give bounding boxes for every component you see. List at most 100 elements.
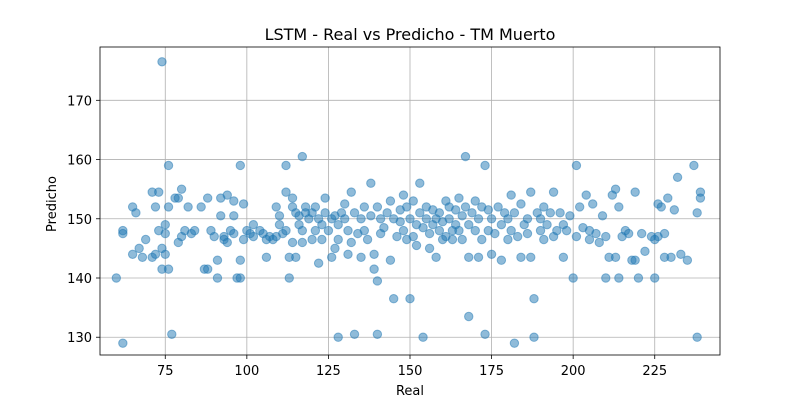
data-point (212, 273, 223, 283)
data-point (310, 202, 321, 212)
data-point (610, 184, 621, 194)
x-tick-label: 75 (157, 364, 174, 379)
data-point (160, 228, 170, 239)
data-point (183, 202, 193, 212)
data-point (235, 160, 246, 171)
data-point (692, 208, 702, 218)
data-point (131, 208, 141, 218)
data-point (372, 202, 383, 212)
data-point (300, 202, 311, 212)
y-tick-label: 150 (67, 213, 92, 228)
data-point (663, 193, 673, 203)
data-point (656, 202, 666, 212)
data-point (274, 219, 285, 230)
x-axis-label: Real (396, 384, 424, 399)
data-point (470, 225, 480, 236)
data-point (535, 225, 546, 236)
data-point (248, 231, 259, 242)
axis-ticks: 75 100 125 150 175 200 225 130 140 150 160 170 (67, 94, 667, 379)
data-point (552, 225, 562, 236)
chart-title: LSTM - Real vs Predicho - TM Muerto (265, 25, 556, 44)
data-point (509, 208, 520, 218)
data-points (111, 57, 706, 348)
data-point (483, 205, 494, 215)
data-point (372, 329, 383, 339)
data-point (561, 225, 572, 236)
data-point (157, 57, 167, 67)
data-point (271, 202, 281, 212)
data-point (137, 252, 148, 262)
data-point (388, 294, 399, 304)
data-point (229, 211, 239, 221)
data-point (548, 187, 559, 197)
data-point (118, 338, 128, 348)
data-point (418, 332, 428, 342)
data-point (650, 273, 660, 283)
data-point (460, 151, 471, 162)
data-point (111, 273, 122, 283)
data-point (630, 255, 640, 265)
data-point (506, 225, 516, 236)
data-point (454, 193, 464, 203)
data-point (229, 196, 239, 206)
data-point (636, 228, 647, 239)
data-point (307, 234, 317, 245)
data-point (526, 252, 536, 262)
data-point (630, 187, 640, 197)
data-point (202, 264, 213, 274)
data-point (366, 211, 376, 221)
data-point (623, 228, 634, 239)
data-point (542, 219, 552, 230)
data-point (229, 228, 239, 239)
data-point (503, 234, 513, 245)
data-point (434, 208, 445, 218)
data-point (202, 193, 213, 203)
data-point (343, 249, 353, 260)
y-axis-label: Predicho (45, 176, 60, 232)
data-point (356, 252, 366, 262)
data-point (330, 243, 340, 254)
data-point (385, 196, 396, 206)
data-point (216, 211, 226, 221)
data-point (490, 228, 500, 239)
data-point (493, 202, 503, 212)
data-point (326, 252, 337, 262)
data-point (359, 202, 370, 212)
data-point (568, 273, 578, 283)
data-point (248, 219, 259, 230)
data-point (317, 219, 327, 230)
data-point (127, 249, 138, 260)
data-point (176, 184, 187, 194)
x-tick-label: 175 (479, 364, 504, 379)
data-point (281, 160, 291, 171)
data-point (408, 196, 418, 206)
data-point (369, 264, 379, 274)
data-point (238, 234, 249, 245)
data-point (343, 225, 353, 236)
data-point (356, 214, 366, 224)
data-point (571, 231, 582, 242)
data-point (464, 252, 474, 262)
data-point (320, 193, 330, 203)
data-point (346, 187, 356, 197)
data-point (372, 276, 383, 286)
data-point (588, 199, 598, 209)
data-point (405, 214, 415, 224)
data-point (470, 196, 480, 206)
data-point (633, 273, 644, 283)
data-point (323, 225, 334, 236)
data-point (405, 294, 415, 304)
data-point (539, 234, 549, 245)
data-point (581, 190, 591, 200)
data-point (261, 252, 272, 262)
data-point (349, 329, 360, 339)
data-point (212, 255, 223, 265)
data-point (281, 187, 291, 197)
data-point (333, 219, 343, 230)
data-point (415, 178, 425, 188)
data-point (134, 243, 144, 254)
data-point (676, 249, 686, 260)
data-point (486, 249, 497, 260)
y-tick-label: 140 (67, 272, 92, 287)
data-point (506, 190, 516, 200)
